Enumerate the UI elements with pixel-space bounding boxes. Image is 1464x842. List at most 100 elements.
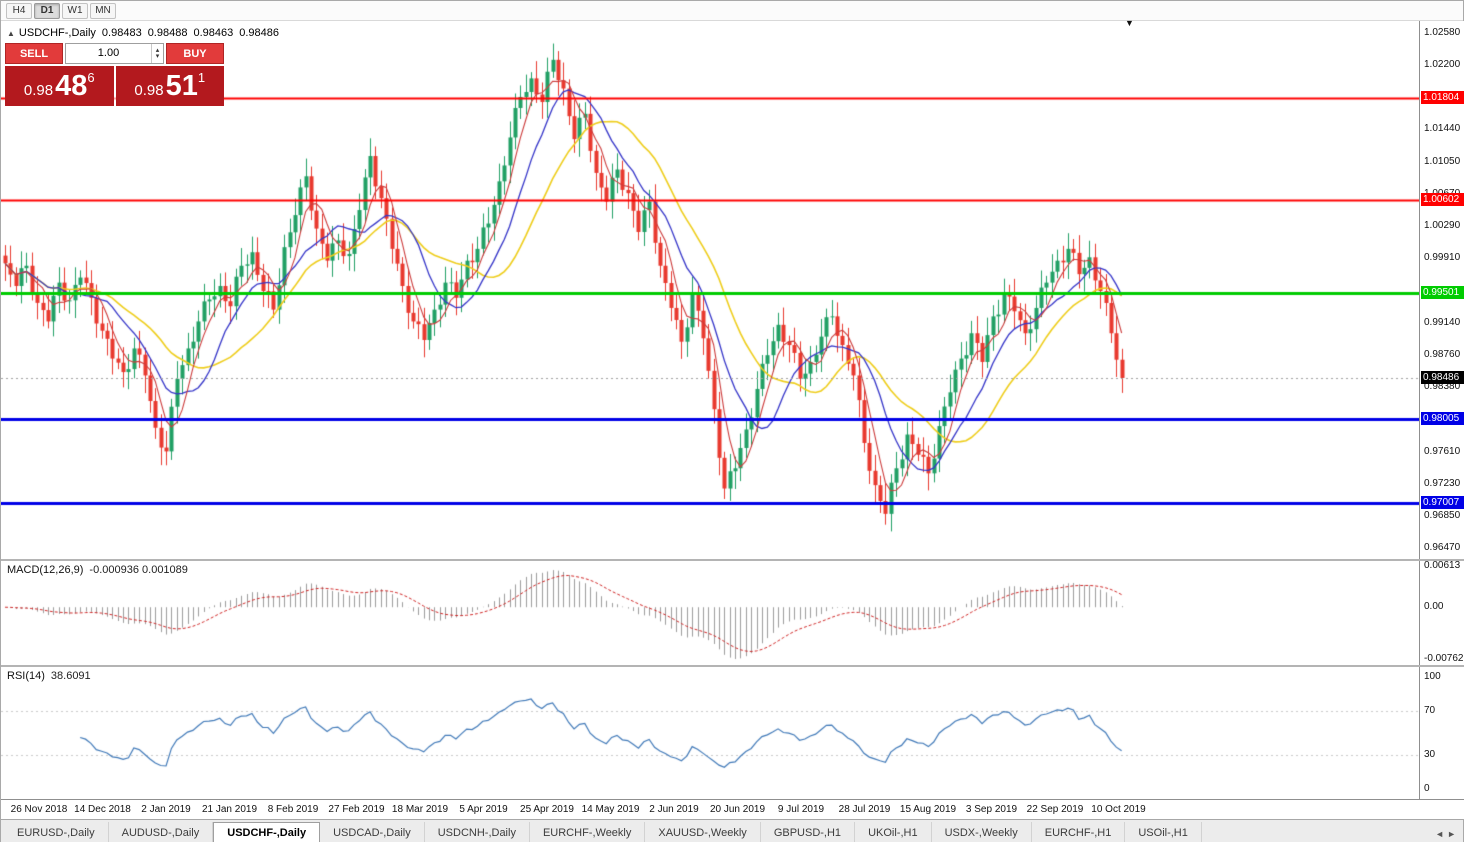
buy-price-button[interactable]: 0.98 51 1	[115, 66, 224, 106]
buy-price-point: 1	[197, 70, 206, 85]
macd-name: MACD(12,26,9)	[7, 564, 84, 576]
time-axis-label: 10 Oct 2019	[1091, 804, 1146, 815]
price-axis-tick: 1.02580	[1424, 26, 1461, 38]
price-axis-tick: 0.96850	[1424, 510, 1461, 522]
chart-tab-usoil-h1[interactable]: USOil-,H1	[1125, 822, 1202, 842]
chart-region: ▼ ▲ USDCHF-,Daily 0.98483 0.98488 0.98463 0.9…	[1, 18, 1464, 819]
ohlc-low-value: 0.98463	[193, 27, 234, 39]
tab-list: EURUSD-,Daily AUDUSD-,Daily USDCHF-,Daily U…	[4, 822, 1430, 842]
price-axis-tick: 1.01050	[1424, 155, 1461, 167]
macd-axis-tick: 0.00	[1424, 601, 1444, 613]
time-axis-label: 9 Jul 2019	[777, 804, 825, 815]
time-axis-label: 27 Feb 2019	[328, 804, 385, 815]
buy-price-base: 0.98	[134, 82, 164, 99]
macd-axis-tick: -0.00762	[1424, 653, 1464, 665]
timeframe-button-h4[interactable]: H4	[6, 2, 32, 19]
chart-tab-eurusd-daily[interactable]: EURUSD-,Daily	[4, 822, 109, 842]
price-level-badge: 0.99501	[1421, 285, 1464, 299]
price-axis-tick: 0.97610	[1424, 446, 1461, 458]
price-level-badge: 0.97007	[1421, 496, 1464, 510]
time-axis-label: 8 Feb 2019	[267, 804, 319, 815]
chart-tab-usdcnh-daily[interactable]: USDCNH-,Daily	[425, 822, 530, 842]
time-axis-label: 26 Nov 2018	[10, 804, 68, 815]
timeframe-button-d1[interactable]: D1	[34, 2, 60, 19]
time-axis-label: 22 Sep 2019	[1026, 804, 1084, 815]
chart-tab-eurchf-weekly[interactable]: EURCHF-,Weekly	[530, 822, 646, 842]
rsi-axis-tick: 100	[1424, 671, 1441, 682]
rsi-label: RSI(14) 38.6091	[7, 670, 91, 682]
buy-price-pips: 51	[165, 69, 198, 102]
time-axis-label: 20 Jun 2019	[709, 804, 766, 815]
time-axis-label: 14 May 2019	[581, 804, 640, 815]
buy-button[interactable]: BUY	[166, 43, 224, 64]
time-axis-label: 15 Aug 2019	[899, 804, 957, 815]
macd-indicator-canvas[interactable]	[1, 561, 1419, 665]
panel-divider[interactable]	[1, 665, 1464, 667]
time-axis[interactable]: 26 Nov 2018 14 Dec 2018 2 Jan 2019 21 Jan 2…	[1, 799, 1464, 819]
time-axis-label: 3 Sep 2019	[965, 804, 1018, 815]
price-level-badge: 1.00602	[1421, 192, 1464, 206]
chart-tab-audusd-daily[interactable]: AUDUSD-,Daily	[109, 822, 214, 842]
price-axis-tick: 0.99910	[1424, 252, 1461, 264]
tab-scroll-controls: ◄ ►	[1430, 829, 1463, 842]
rsi-name: RSI(14)	[7, 670, 45, 682]
price-level-badge: 0.98005	[1421, 411, 1464, 425]
chart-tab-usdcad-daily[interactable]: USDCAD-,Daily	[320, 822, 425, 842]
price-axis-tick: 0.96470	[1424, 542, 1461, 554]
chart-tab-gbpusd-h1[interactable]: GBPUSD-,H1	[761, 822, 856, 842]
chart-info-line: ▲ USDCHF-,Daily 0.98483 0.98488 0.98463 0.984…	[7, 27, 279, 39]
price-axis-tick: 1.02200	[1424, 58, 1461, 70]
time-axis-label: 2 Jun 2019	[649, 804, 699, 815]
bid-price-badge: 0.98486	[1421, 371, 1464, 385]
sell-price-pips: 48	[55, 69, 88, 102]
price-axis-tick: 0.98760	[1424, 349, 1461, 361]
time-axis-label: 21 Jan 2019	[201, 804, 258, 815]
time-axis-label: 25 Apr 2019	[520, 804, 574, 815]
timeframe-button-w1[interactable]: W1	[62, 2, 88, 19]
chart-tab-usdx-weekly[interactable]: USDX-,Weekly	[932, 822, 1032, 842]
tabs-scroll-right-button[interactable]: ►	[1447, 829, 1456, 839]
price-axis[interactable]: 1.025801.022001.014401.010501.006701.002…	[1419, 21, 1464, 799]
one-click-trading-panel: SELL 1.00 ▴ ▾ BUY 0.98 48 6 0	[5, 43, 224, 106]
tabs-scroll-left-button[interactable]: ◄	[1435, 829, 1445, 839]
price-level-badge: 1.01804	[1421, 91, 1464, 105]
rsi-axis-tick: 70	[1424, 704, 1436, 716]
time-axis-label: 2 Jan 2019	[141, 804, 191, 815]
price-axis-tick: 0.97230	[1424, 478, 1461, 490]
volume-stepper[interactable]: 1.00 ▴ ▾	[65, 43, 164, 64]
rsi-axis-tick: 30	[1424, 749, 1436, 761]
timeframe-button-mn[interactable]: MN	[90, 2, 116, 19]
chart-shift-marker-icon[interactable]: ▼	[1125, 18, 1134, 28]
trade-panel-collapse-icon[interactable]: ▲	[7, 29, 15, 38]
macd-values: -0.000936 0.001089	[89, 564, 188, 576]
sell-price-base: 0.98	[23, 82, 54, 99]
chart-tab-bar: EURUSD-,Daily AUDUSD-,Daily USDCHF-,Daily U…	[1, 819, 1463, 842]
time-axis-label: 28 Jul 2019	[838, 804, 891, 815]
rsi-indicator-canvas[interactable]	[1, 667, 1419, 799]
price-axis-tick: 1.01440	[1424, 123, 1461, 135]
sell-button[interactable]: SELL	[5, 43, 63, 64]
price-axis-tick: 0.99140	[1424, 317, 1461, 329]
time-axis-label: 5 Apr 2019	[459, 804, 508, 815]
chart-tab-ukoil-h1[interactable]: UKOil-,H1	[855, 822, 932, 842]
price-axis-tick: 0.98380	[1424, 381, 1461, 393]
time-axis-label: 14 Dec 2018	[74, 804, 131, 815]
chart-tab-usdchf-daily[interactable]: USDCHF-,Daily	[213, 822, 321, 842]
timeframe-toolbar: H4 D1 W1 MN	[1, 1, 1463, 21]
sell-price-point: 6	[87, 70, 95, 85]
rsi-axis-tick: 0	[1424, 783, 1430, 794]
macd-label: MACD(12,26,9) -0.000936 0.001089	[7, 564, 188, 576]
sell-price-button[interactable]: 0.98 48 6	[5, 66, 114, 106]
chart-tab-xauusd-weekly[interactable]: XAUUSD-,Weekly	[645, 822, 761, 842]
candlestick-chart-canvas[interactable]	[1, 21, 1419, 559]
rsi-value: 38.6091	[50, 670, 91, 682]
price-axis-tick: 1.00290	[1424, 220, 1461, 232]
volume-increase-icon[interactable]: ▴	[155, 46, 160, 54]
chart-plot-area: ▼ ▲ USDCHF-,Daily 0.98483 0.98488 0.98463 0.9…	[1, 18, 1419, 819]
volume-decrease-icon[interactable]: ▾	[155, 52, 160, 60]
chart-symbol-period-label: USDCHF-,Daily	[18, 27, 96, 39]
volume-value[interactable]: 1.00	[97, 47, 120, 59]
chart-tab-eurchf-h1[interactable]: EURCHF-,H1	[1032, 822, 1126, 842]
ohlc-close-value: 0.98486	[239, 27, 279, 39]
panel-divider[interactable]	[1, 559, 1464, 561]
